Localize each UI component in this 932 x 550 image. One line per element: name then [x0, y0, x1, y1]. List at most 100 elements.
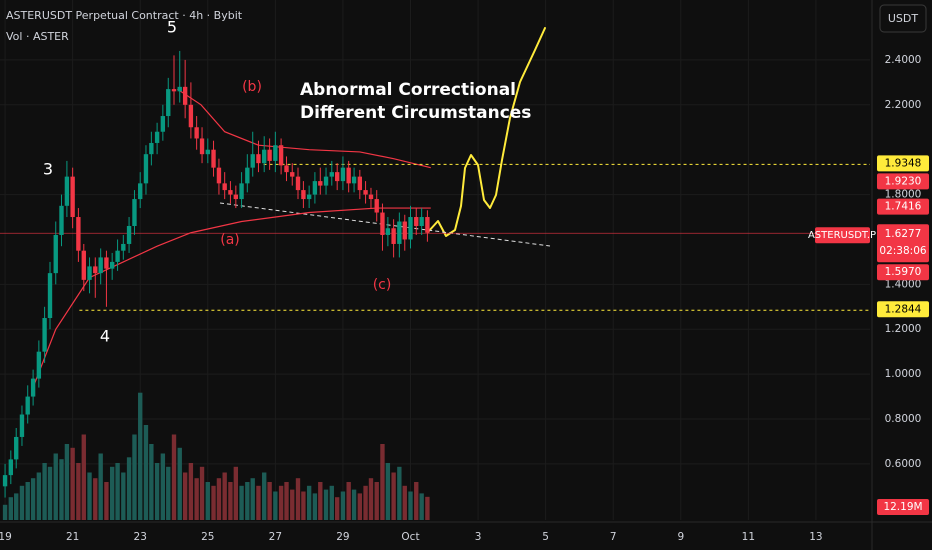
candle-body	[36, 351, 42, 379]
candle-body	[295, 176, 301, 191]
y-tick-label: 1.2000	[885, 323, 922, 335]
x-tick-label: 7	[610, 531, 617, 543]
wave-label: 5	[167, 18, 177, 37]
candle-body	[149, 142, 154, 155]
candle-body	[222, 183, 227, 191]
currency-label[interactable]: USDT	[888, 12, 919, 25]
volume-tag	[877, 499, 929, 515]
volume-bar	[132, 434, 137, 520]
symbol-tag	[815, 227, 870, 244]
volume-bar	[143, 425, 149, 520]
x-tick-label: 19	[0, 531, 12, 543]
candle-body	[98, 257, 103, 274]
volume-bar	[216, 478, 222, 520]
candle-body	[374, 199, 379, 213]
volume-bar	[419, 493, 424, 520]
candle-body	[154, 131, 160, 143]
candle-body	[340, 167, 346, 182]
candle-body	[402, 221, 407, 240]
candle-body	[267, 149, 272, 161]
y-tick-label: 0.6000	[885, 458, 922, 470]
candle-body	[109, 261, 115, 269]
candle-body	[19, 414, 25, 437]
volume-bar	[177, 447, 182, 520]
moving-average	[177, 88, 431, 169]
candle-body	[143, 154, 149, 184]
volume-bar	[273, 491, 278, 520]
subwave-label: (a)	[220, 232, 240, 248]
candle-body	[59, 205, 64, 235]
volume-bar	[228, 482, 233, 520]
candle-body	[368, 194, 374, 200]
volume-bar	[233, 466, 239, 520]
volume-bar	[239, 485, 244, 520]
volume-bar	[250, 478, 255, 520]
candle-body	[182, 86, 188, 105]
volume-bar	[194, 478, 199, 520]
candle-body	[42, 318, 47, 352]
price-tag	[877, 264, 929, 281]
x-tick-label: 25	[201, 531, 214, 543]
volume-bar	[154, 463, 160, 520]
candle-body	[211, 149, 216, 168]
candle-body	[329, 172, 334, 177]
candle-body	[357, 176, 363, 191]
x-tick-label: 27	[269, 531, 282, 543]
price-tag	[877, 155, 929, 172]
candle-body	[278, 145, 284, 166]
currency-button[interactable]	[879, 4, 927, 33]
projection-drawing	[427, 27, 546, 237]
candle-body	[245, 167, 250, 184]
volume-bar	[121, 472, 126, 520]
candle-body	[262, 149, 267, 164]
x-tick-label: 29	[336, 531, 349, 543]
volume-bar	[425, 496, 430, 520]
volume-bar	[160, 453, 166, 520]
candle-body	[205, 149, 210, 155]
price-tag-label: 1.9348	[885, 157, 922, 169]
y-tick-label: 0.8000	[885, 413, 922, 425]
volume-bar	[318, 482, 323, 520]
y-tick-label: 2.2000	[885, 99, 922, 111]
candle-body	[2, 475, 8, 487]
candle-body	[126, 225, 132, 244]
candle-body	[171, 89, 177, 92]
countdown-label: 02:38:06	[879, 245, 926, 257]
candle-body	[239, 183, 244, 200]
price-tag-label: 1.7416	[885, 201, 922, 213]
volume-bar	[290, 489, 295, 520]
candle-body	[335, 172, 340, 182]
volume-bar	[166, 466, 171, 520]
volume-bar	[335, 497, 340, 520]
volume-bar	[391, 472, 396, 520]
candle-body	[318, 181, 323, 186]
candle-body	[93, 266, 98, 274]
volume-bar	[70, 447, 75, 520]
volume-bar	[374, 482, 379, 520]
x-tick-label: 9	[677, 531, 684, 543]
volume-bar	[2, 504, 8, 520]
price-tag	[877, 198, 929, 215]
candle-body	[199, 138, 205, 155]
candle-body	[166, 89, 171, 117]
candle-body	[425, 217, 430, 233]
volume-bar	[76, 463, 81, 520]
candle-body	[64, 176, 70, 206]
candle-body	[47, 273, 53, 319]
candle-body	[306, 194, 312, 200]
candle-body	[70, 176, 75, 218]
candle-body	[284, 165, 289, 173]
candle-body	[104, 257, 109, 269]
volume-bar	[363, 485, 368, 520]
candle-body	[312, 181, 318, 195]
volume-bar	[171, 434, 177, 520]
volume-bar	[115, 463, 120, 520]
price-tag	[877, 173, 929, 190]
volume-bar	[329, 485, 334, 520]
candle-body	[115, 250, 120, 262]
volume-bar	[109, 466, 115, 520]
x-tick-label: 5	[542, 531, 549, 543]
volume-bar	[104, 482, 109, 520]
wave-label: 3	[43, 160, 53, 179]
